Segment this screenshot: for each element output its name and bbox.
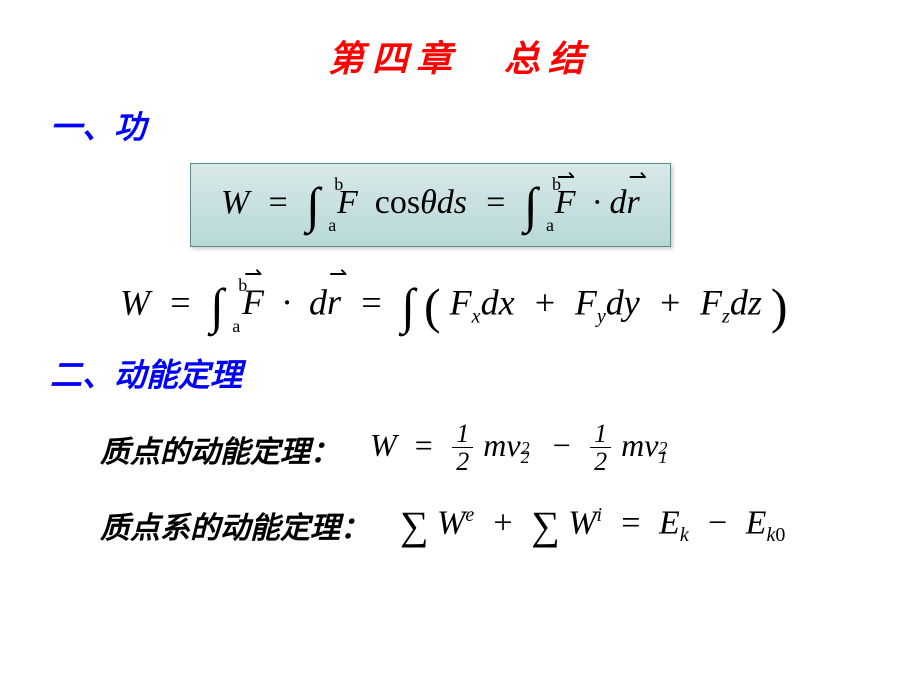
frac-half: 1 2	[452, 421, 473, 477]
minus: −	[551, 427, 573, 463]
rparen: )	[771, 278, 788, 334]
var-F: F	[450, 282, 472, 322]
eq-sign: =	[168, 282, 192, 322]
var-W: W	[437, 504, 465, 541]
sub-y: y	[597, 305, 606, 327]
var-v: v	[506, 427, 520, 463]
point-ke-formula: W = 1 2 mv22 − 1 2 mv21	[370, 421, 672, 477]
vec-F: F	[555, 184, 576, 222]
cos: cos	[375, 184, 420, 221]
plus: +	[533, 282, 557, 322]
int-symbol: ∫	[401, 278, 415, 334]
num-1: 1	[590, 421, 611, 448]
sum-icon: ∑	[400, 503, 429, 548]
sub-1: 1	[658, 447, 667, 468]
integral-icon: ∫ a b	[306, 176, 320, 234]
zero: 0	[775, 524, 785, 546]
int-symbol: ∫	[524, 177, 538, 233]
limit-a: a	[546, 215, 554, 236]
integral-icon: ∫	[401, 277, 415, 335]
var-y: y	[624, 282, 640, 322]
section-1-header: 一、功	[50, 102, 880, 148]
eq-sign: =	[484, 184, 507, 221]
sub-z: z	[722, 305, 730, 327]
integral-icon: ∫ a b	[210, 277, 224, 335]
vec-r: r	[626, 184, 639, 222]
theta: θ	[420, 184, 437, 221]
plus: +	[491, 504, 514, 541]
var-E: E	[746, 504, 767, 541]
sub-k0: k0	[766, 524, 785, 546]
var-d: d	[437, 184, 454, 221]
var-W: W	[120, 282, 150, 322]
sub-k: k	[680, 524, 689, 546]
var-d: d	[730, 282, 748, 322]
var-F: F	[575, 282, 597, 322]
var-x: x	[499, 282, 515, 322]
num-1: 1	[452, 421, 473, 448]
minus: −	[706, 504, 729, 541]
limit-b: b	[334, 174, 343, 195]
work-formula-integral: W = ∫ a b F cosθds = ∫ a b F · dr	[221, 176, 640, 234]
system-ke-row: 质点系的动能定理： ∑ We + ∑ Wi = Ek − Ek0	[100, 502, 880, 549]
sub-x: x	[472, 305, 481, 327]
point-ke-row: 质点的动能定理： W = 1 2 mv22 − 1 2 mv21	[100, 421, 880, 477]
sub-2: 2	[521, 447, 530, 468]
dot: ·	[282, 282, 291, 322]
var-W: W	[370, 427, 397, 463]
sup-e: e	[465, 504, 474, 526]
var-d: d	[606, 282, 624, 322]
eq-sign: =	[413, 427, 435, 463]
section-2-header: 二、动能定理	[50, 350, 880, 396]
system-ke-label: 质点系的动能定理：	[100, 503, 370, 547]
eq-sign: =	[619, 504, 642, 541]
eq-sign: =	[359, 282, 383, 322]
work-formula-expanded: W = ∫ a b F · dr = ∫ ( Fxdx + Fydy + Fzd…	[120, 277, 880, 335]
var-F: F	[700, 282, 722, 322]
vec-r: r	[327, 281, 341, 323]
var-d: d	[609, 184, 626, 221]
var-s: s	[454, 184, 467, 221]
chapter-title: 第四章 总结	[40, 30, 880, 82]
point-ke-label: 质点的动能定理：	[100, 427, 340, 471]
vec-F: F	[242, 281, 264, 323]
dot: ·	[592, 184, 601, 221]
sum-icon: ∑	[531, 503, 560, 548]
work-formula-box: W = ∫ a b F cosθds = ∫ a b F · dr	[190, 163, 671, 247]
var-d: d	[481, 282, 499, 322]
slide: 第四章 总结 一、功 W = ∫ a b F cosθds = ∫ a b F …	[0, 0, 920, 690]
den-2: 2	[590, 448, 611, 477]
plus: +	[658, 282, 682, 322]
var-v: v	[644, 427, 658, 463]
integral-icon: ∫ a b	[524, 176, 538, 234]
var-m: m	[621, 427, 644, 463]
frac-half: 1 2	[590, 421, 611, 477]
var-W: W	[221, 184, 249, 221]
den-2: 2	[452, 448, 473, 477]
system-ke-formula: ∑ We + ∑ Wi = Ek − Ek0	[400, 502, 785, 549]
sup-i: i	[597, 504, 603, 526]
var-E: E	[659, 504, 680, 541]
var-W: W	[568, 504, 596, 541]
lparen: (	[424, 278, 441, 334]
int-symbol: ∫	[306, 177, 320, 233]
var-d: d	[309, 282, 327, 322]
k: k	[766, 524, 775, 546]
var-z: z	[748, 282, 762, 322]
int-symbol: ∫	[210, 278, 224, 334]
limit-a: a	[232, 316, 240, 337]
eq-sign: =	[266, 184, 289, 221]
limit-a: a	[328, 215, 336, 236]
var-m: m	[483, 427, 506, 463]
